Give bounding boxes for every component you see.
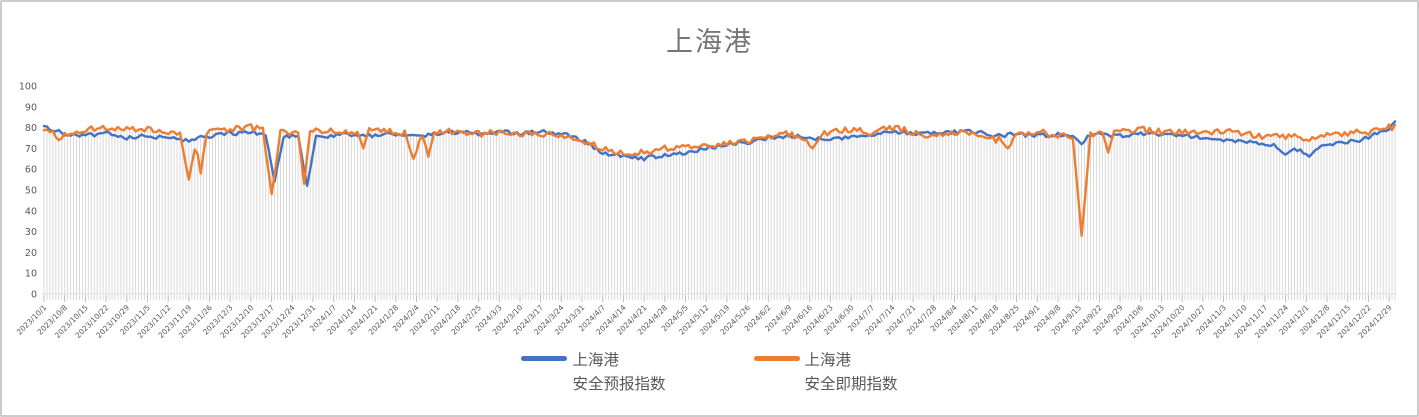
y-axis-labels: 0 10 20 30 40 50 60 70 80 90 100 [19, 82, 37, 301]
y-tick-label: 20 [25, 248, 37, 259]
legend-swatch-spot-line [753, 356, 800, 361]
legend-item-spot: 上海港 安全即期指数 [753, 348, 898, 396]
legend: 上海港 安全预报指数 上海港 安全即期指数 [2, 348, 1417, 396]
legend-label-line2: 安全即期指数 [804, 375, 898, 394]
legend-label-forecast: 上海港 安全预报指数 [572, 348, 665, 396]
drop-lines [43, 122, 1396, 294]
chart-title: 上海港 [666, 27, 753, 58]
y-tick-label: 100 [19, 82, 37, 93]
series-line-spot [42, 123, 1397, 238]
legend-label-line2: 安全预报指数 [572, 375, 666, 394]
y-tick-label: 80 [25, 123, 37, 134]
x-axis-ticks [42, 293, 1397, 302]
x-axis-labels: 2023/10/12023/10/82023/10/152023/10/2220… [15, 303, 1394, 340]
y-tick-label: 30 [25, 227, 37, 238]
y-tick-label: 40 [25, 206, 37, 217]
y-tick-label: 50 [25, 186, 37, 197]
legend-swatch-forecast-line [521, 356, 568, 361]
legend-label-line1: 上海港 [572, 351, 619, 369]
y-tick-label: 70 [25, 144, 37, 155]
y-tick-label: 90 [25, 102, 37, 113]
legend-label-line1: 上海港 [804, 351, 852, 369]
y-tick-label: 10 [25, 269, 37, 280]
legend-item-forecast: 上海港 安全预报指数 [521, 348, 666, 396]
y-tick-label: 60 [25, 165, 37, 176]
legend-label-spot: 上海港 安全即期指数 [805, 348, 898, 396]
y-tick-label: 0 [31, 290, 37, 301]
